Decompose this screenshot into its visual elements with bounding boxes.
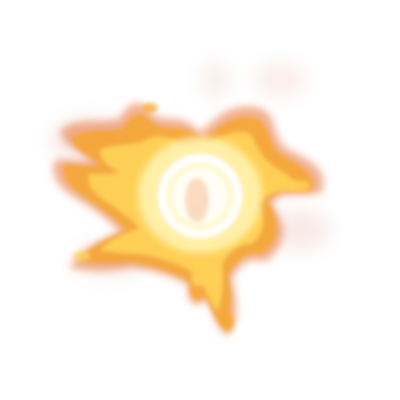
ember-wisps — [73, 103, 310, 331]
bright-core — [154, 150, 246, 242]
